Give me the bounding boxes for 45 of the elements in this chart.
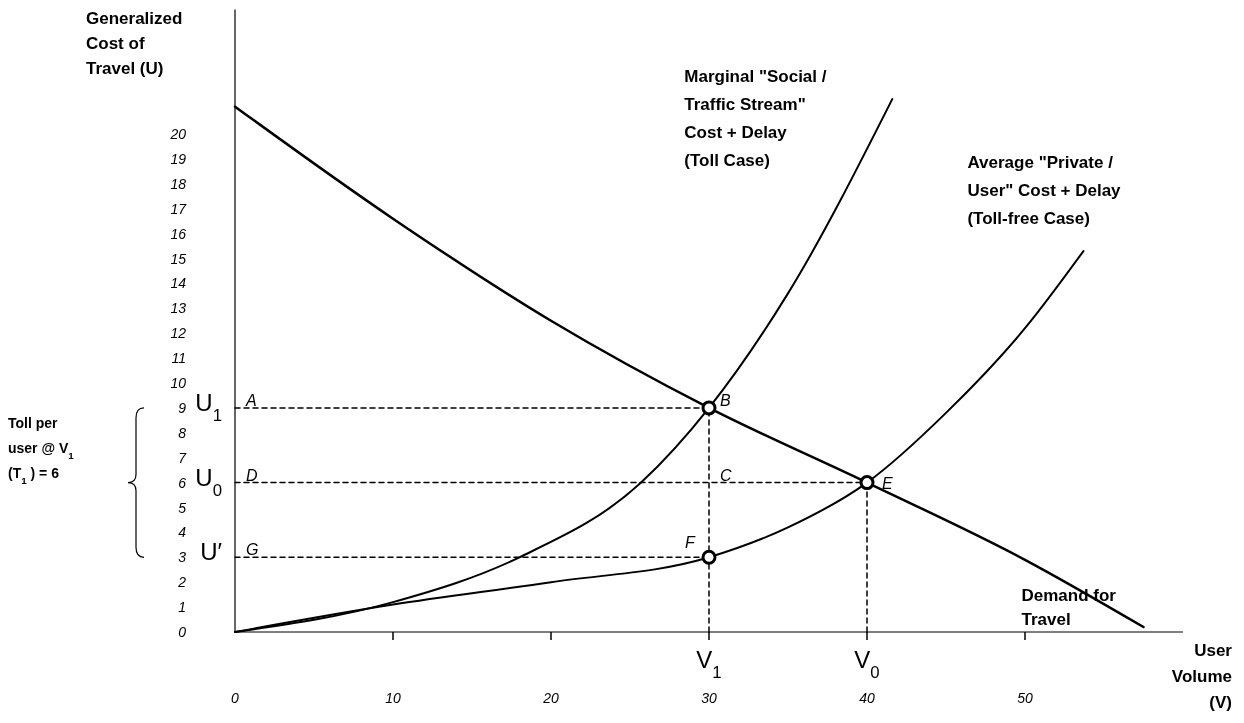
y-tick-label: 8 <box>178 424 187 441</box>
y-tick-label: 15 <box>170 250 187 267</box>
y-tick-label: 9 <box>178 399 187 416</box>
y-tick-label: 17 <box>170 200 188 217</box>
y-tick-label: 16 <box>170 225 187 242</box>
y-tick-label: 13 <box>170 300 187 317</box>
annotation: V$_{1}$ <box>696 646 722 682</box>
y-tick-label: 19 <box>170 150 187 167</box>
text: Toll per user @ V$_{1}$ (T$_{1}$ ) = 6 <box>8 414 74 486</box>
series-label: Marginal "Social / Traffic Stream" Cost + Delay (Toll Case) <box>684 67 827 171</box>
text: Average "Private / User" Cost + Delay (Toll-free Case) <box>967 153 1122 229</box>
y-tick-label: 14 <box>170 275 187 292</box>
y-tick-label: 1 <box>178 599 186 616</box>
annotation: D <box>246 466 258 484</box>
annotation: G <box>246 541 259 559</box>
y-tick-label: 10 <box>170 375 187 391</box>
y-tick-label: 4 <box>178 524 187 541</box>
annotation: F <box>685 534 696 552</box>
annotation: C <box>720 466 732 484</box>
text: U$_{1}$ <box>195 388 222 425</box>
y-tick-label: 5 <box>178 499 187 516</box>
y-tick-label: 7 <box>178 449 188 466</box>
x-tick-label: 40 <box>859 690 875 706</box>
y-tick-label: 6 <box>178 474 187 491</box>
y-tick-label: 20 <box>169 126 187 142</box>
text: U′ <box>200 538 223 566</box>
x-tick-label: 10 <box>385 690 401 706</box>
y-tick-label: 2 <box>177 574 187 591</box>
annotation: V$_{0}$ <box>854 646 880 682</box>
annotation: E <box>882 474 893 492</box>
series-label: Demand for Travel <box>1021 586 1117 630</box>
x-tick-label: 30 <box>701 690 717 706</box>
y-axis-title: Generalized Cost of Travel (U) <box>86 9 183 78</box>
text: U$_{0}$ <box>195 463 222 500</box>
annotation: A <box>245 391 257 409</box>
x-tick-label: 50 <box>1017 690 1033 706</box>
y-tick-label: 12 <box>170 325 187 342</box>
x-axis-title: User Volume (V) <box>1171 641 1233 712</box>
x-tick-label: 0 <box>231 690 240 706</box>
annotation: B <box>720 391 731 409</box>
y-tick-label: 3 <box>178 549 187 566</box>
y-tick-label: 11 <box>171 350 186 367</box>
x-tick-label: 20 <box>542 690 559 706</box>
y-tick-label: 18 <box>170 175 187 192</box>
y-tick-label: 0 <box>178 624 187 640</box>
